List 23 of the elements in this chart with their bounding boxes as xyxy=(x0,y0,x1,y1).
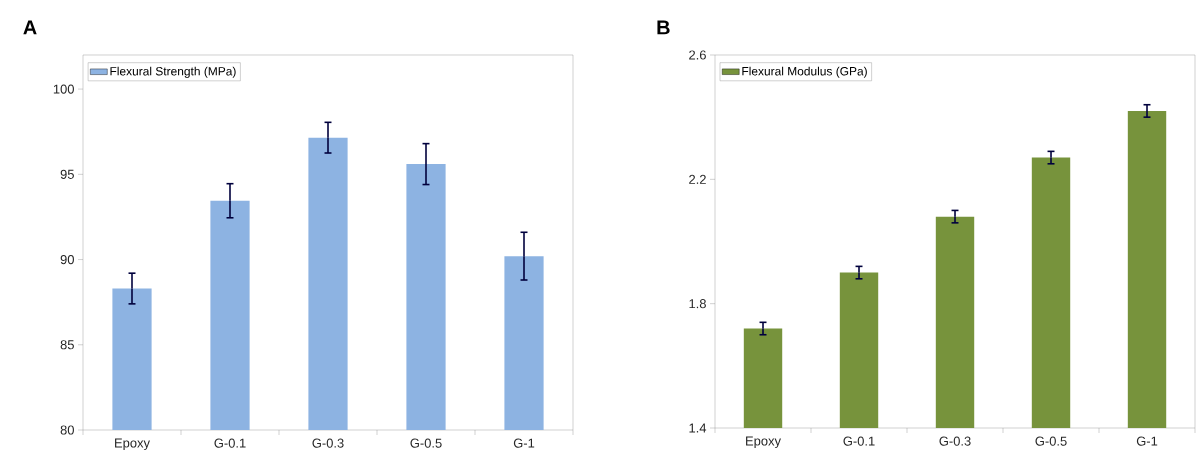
y-tick-label: 2.6 xyxy=(689,50,706,60)
x-tick-label: G-1 xyxy=(513,438,535,448)
y-tick-label: 2.2 xyxy=(689,174,706,184)
x-tick-label: G-0.1 xyxy=(214,438,246,448)
x-tick-label: G-0.3 xyxy=(939,436,971,446)
x-tick-label: Epoxy xyxy=(115,438,150,451)
y-tick-label: 95 xyxy=(60,169,74,179)
x-tick-label: G-0.5 xyxy=(1035,436,1067,446)
chart-title: B xyxy=(657,20,670,35)
chart-title: A xyxy=(23,20,37,35)
x-tick-label: G-0.5 xyxy=(410,438,442,448)
legend-label: Flexural Modulus (GPa) xyxy=(742,66,867,78)
y-tick-label: 100 xyxy=(53,84,74,94)
y-tick-label: 90 xyxy=(60,254,74,265)
legend-label: Flexural Strength (MPa) xyxy=(110,66,236,78)
y-tick-label: 1.4 xyxy=(689,423,707,433)
y-tick-label: 85 xyxy=(60,340,74,350)
x-tick-label: Epoxy xyxy=(746,436,781,449)
x-tick-label: G-0.1 xyxy=(843,436,875,446)
x-tick-label: G-1 xyxy=(1136,436,1158,446)
y-tick-label: 80 xyxy=(60,425,74,435)
x-tick-label: G-0.3 xyxy=(312,438,344,448)
y-tick-label: 1.8 xyxy=(689,299,706,309)
